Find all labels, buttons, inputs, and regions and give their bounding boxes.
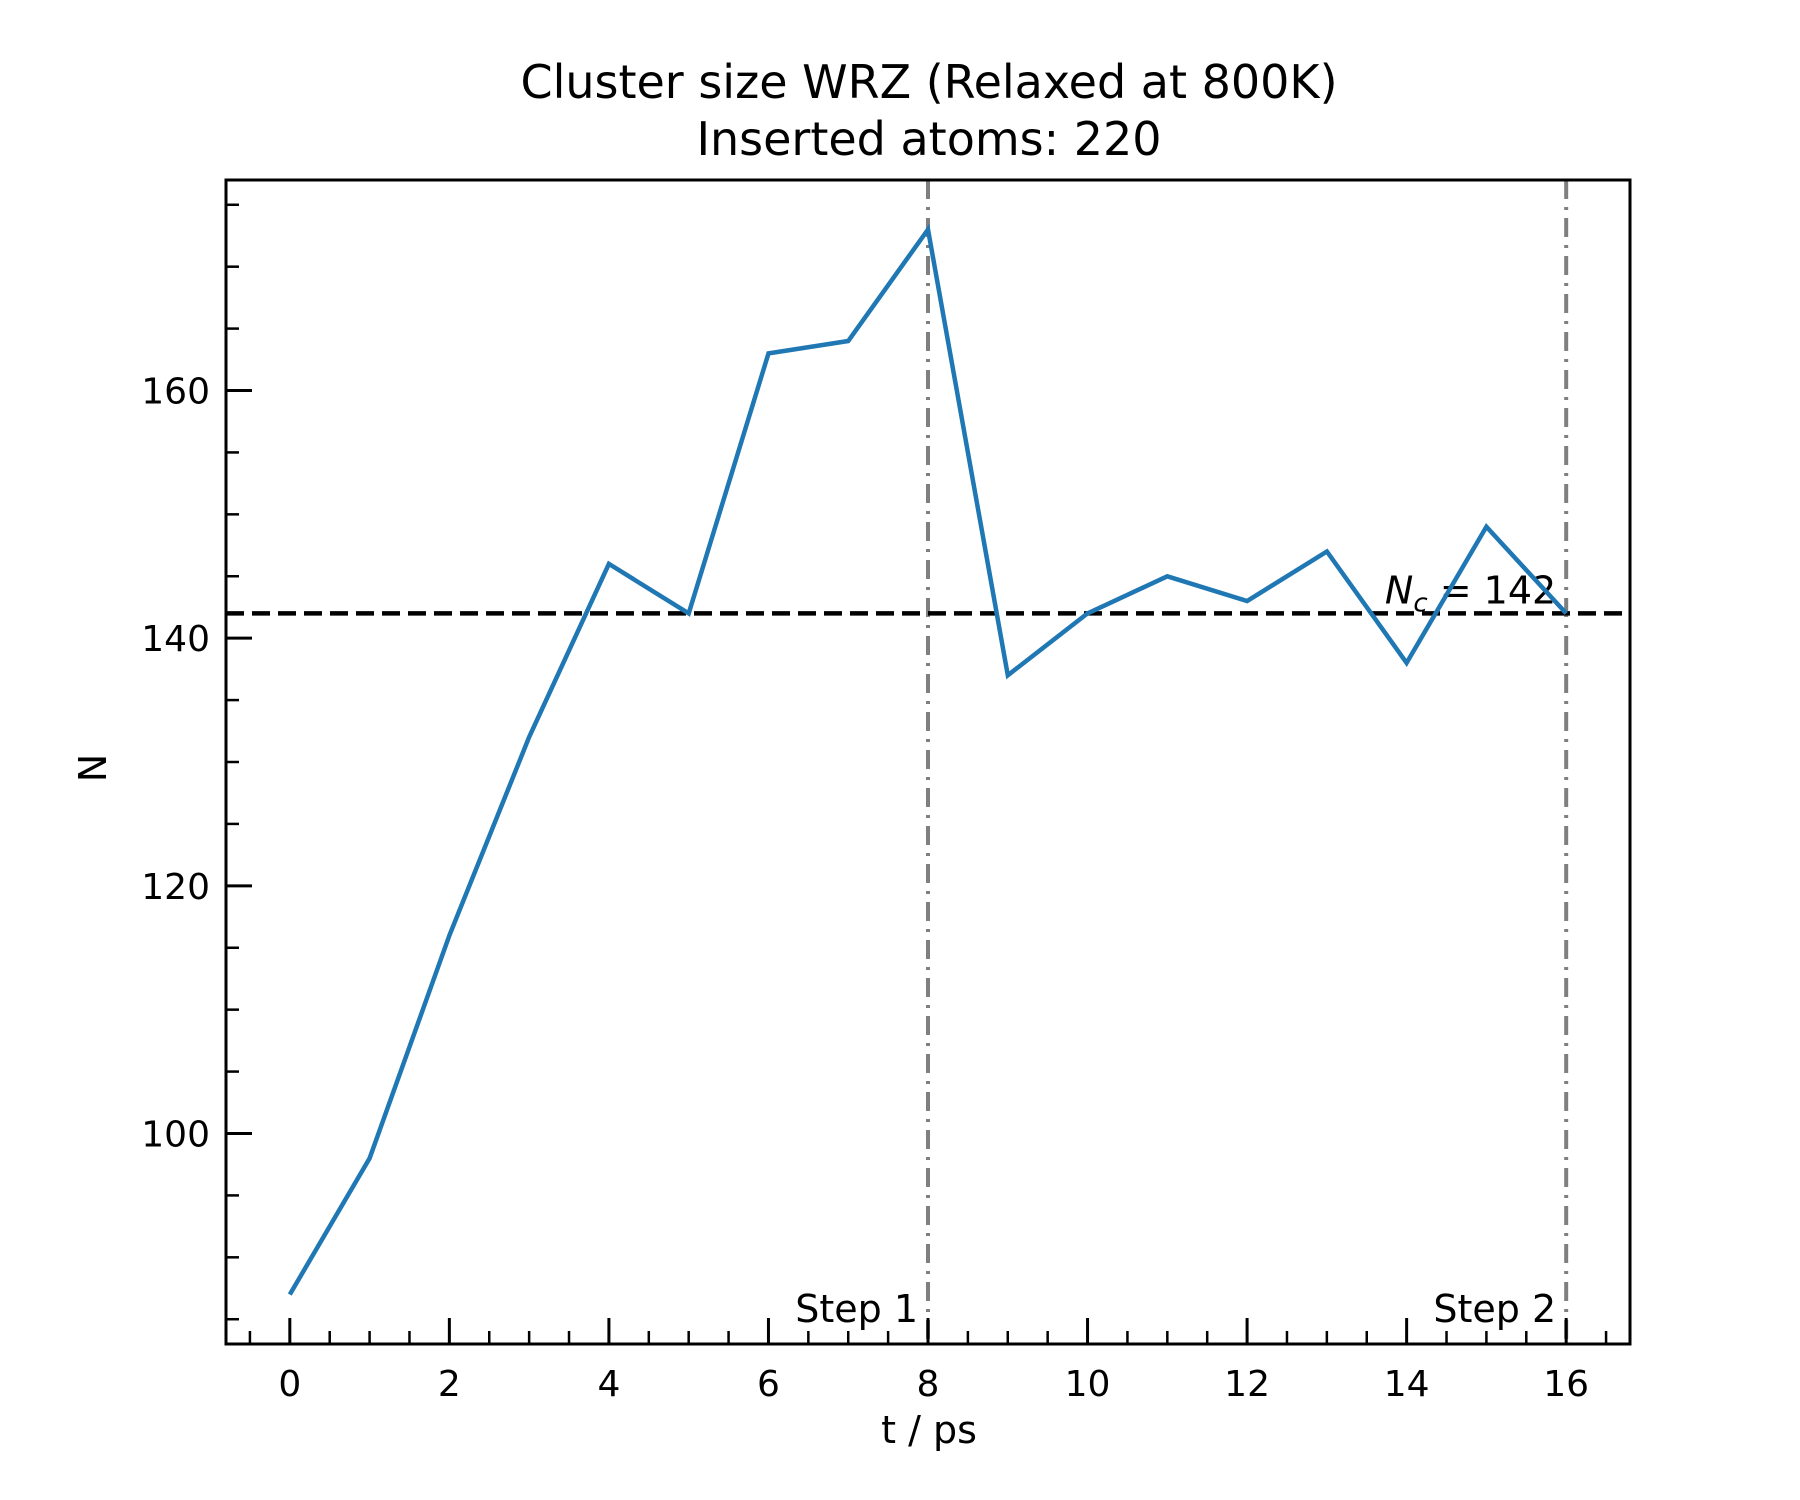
x-tick-label: 8	[917, 1364, 940, 1405]
x-tick-label: 6	[757, 1364, 780, 1405]
y-axis-label: N	[71, 754, 115, 782]
hline-label-subscript: c	[1413, 588, 1427, 618]
x-axis-label: t / ps	[881, 1408, 977, 1452]
hline-label-nc: Nc = 142	[1385, 568, 1556, 618]
x-tick-label: 0	[278, 1364, 301, 1405]
x-tick-label: 12	[1224, 1364, 1270, 1405]
y-tick-label: 140	[141, 619, 210, 660]
chart-subtitle: Inserted atoms: 220	[696, 112, 1161, 166]
hline-label-symbol: N	[1385, 568, 1413, 612]
chart-title: Cluster size WRZ (Relaxed at 800K)	[520, 55, 1337, 109]
x-tick-label: 16	[1543, 1364, 1589, 1405]
x-tick-label: 2	[438, 1364, 461, 1405]
x-tick-label: 14	[1384, 1364, 1430, 1405]
y-tick-label: 160	[141, 372, 210, 413]
x-tick-label: 10	[1065, 1364, 1111, 1405]
plot-area: Step 1 Step 2 Nc = 142 0 2 4 6 8 10 12 14 16 100 120 1…	[141, 178, 1632, 1405]
x-tick-label: 4	[597, 1364, 620, 1405]
y-tick-label: 100	[141, 1114, 210, 1155]
vline-label-step-1: Step 1	[795, 1287, 918, 1331]
vline-label-step-2: Step 2	[1433, 1287, 1556, 1331]
y-tick-label: 120	[141, 867, 210, 908]
